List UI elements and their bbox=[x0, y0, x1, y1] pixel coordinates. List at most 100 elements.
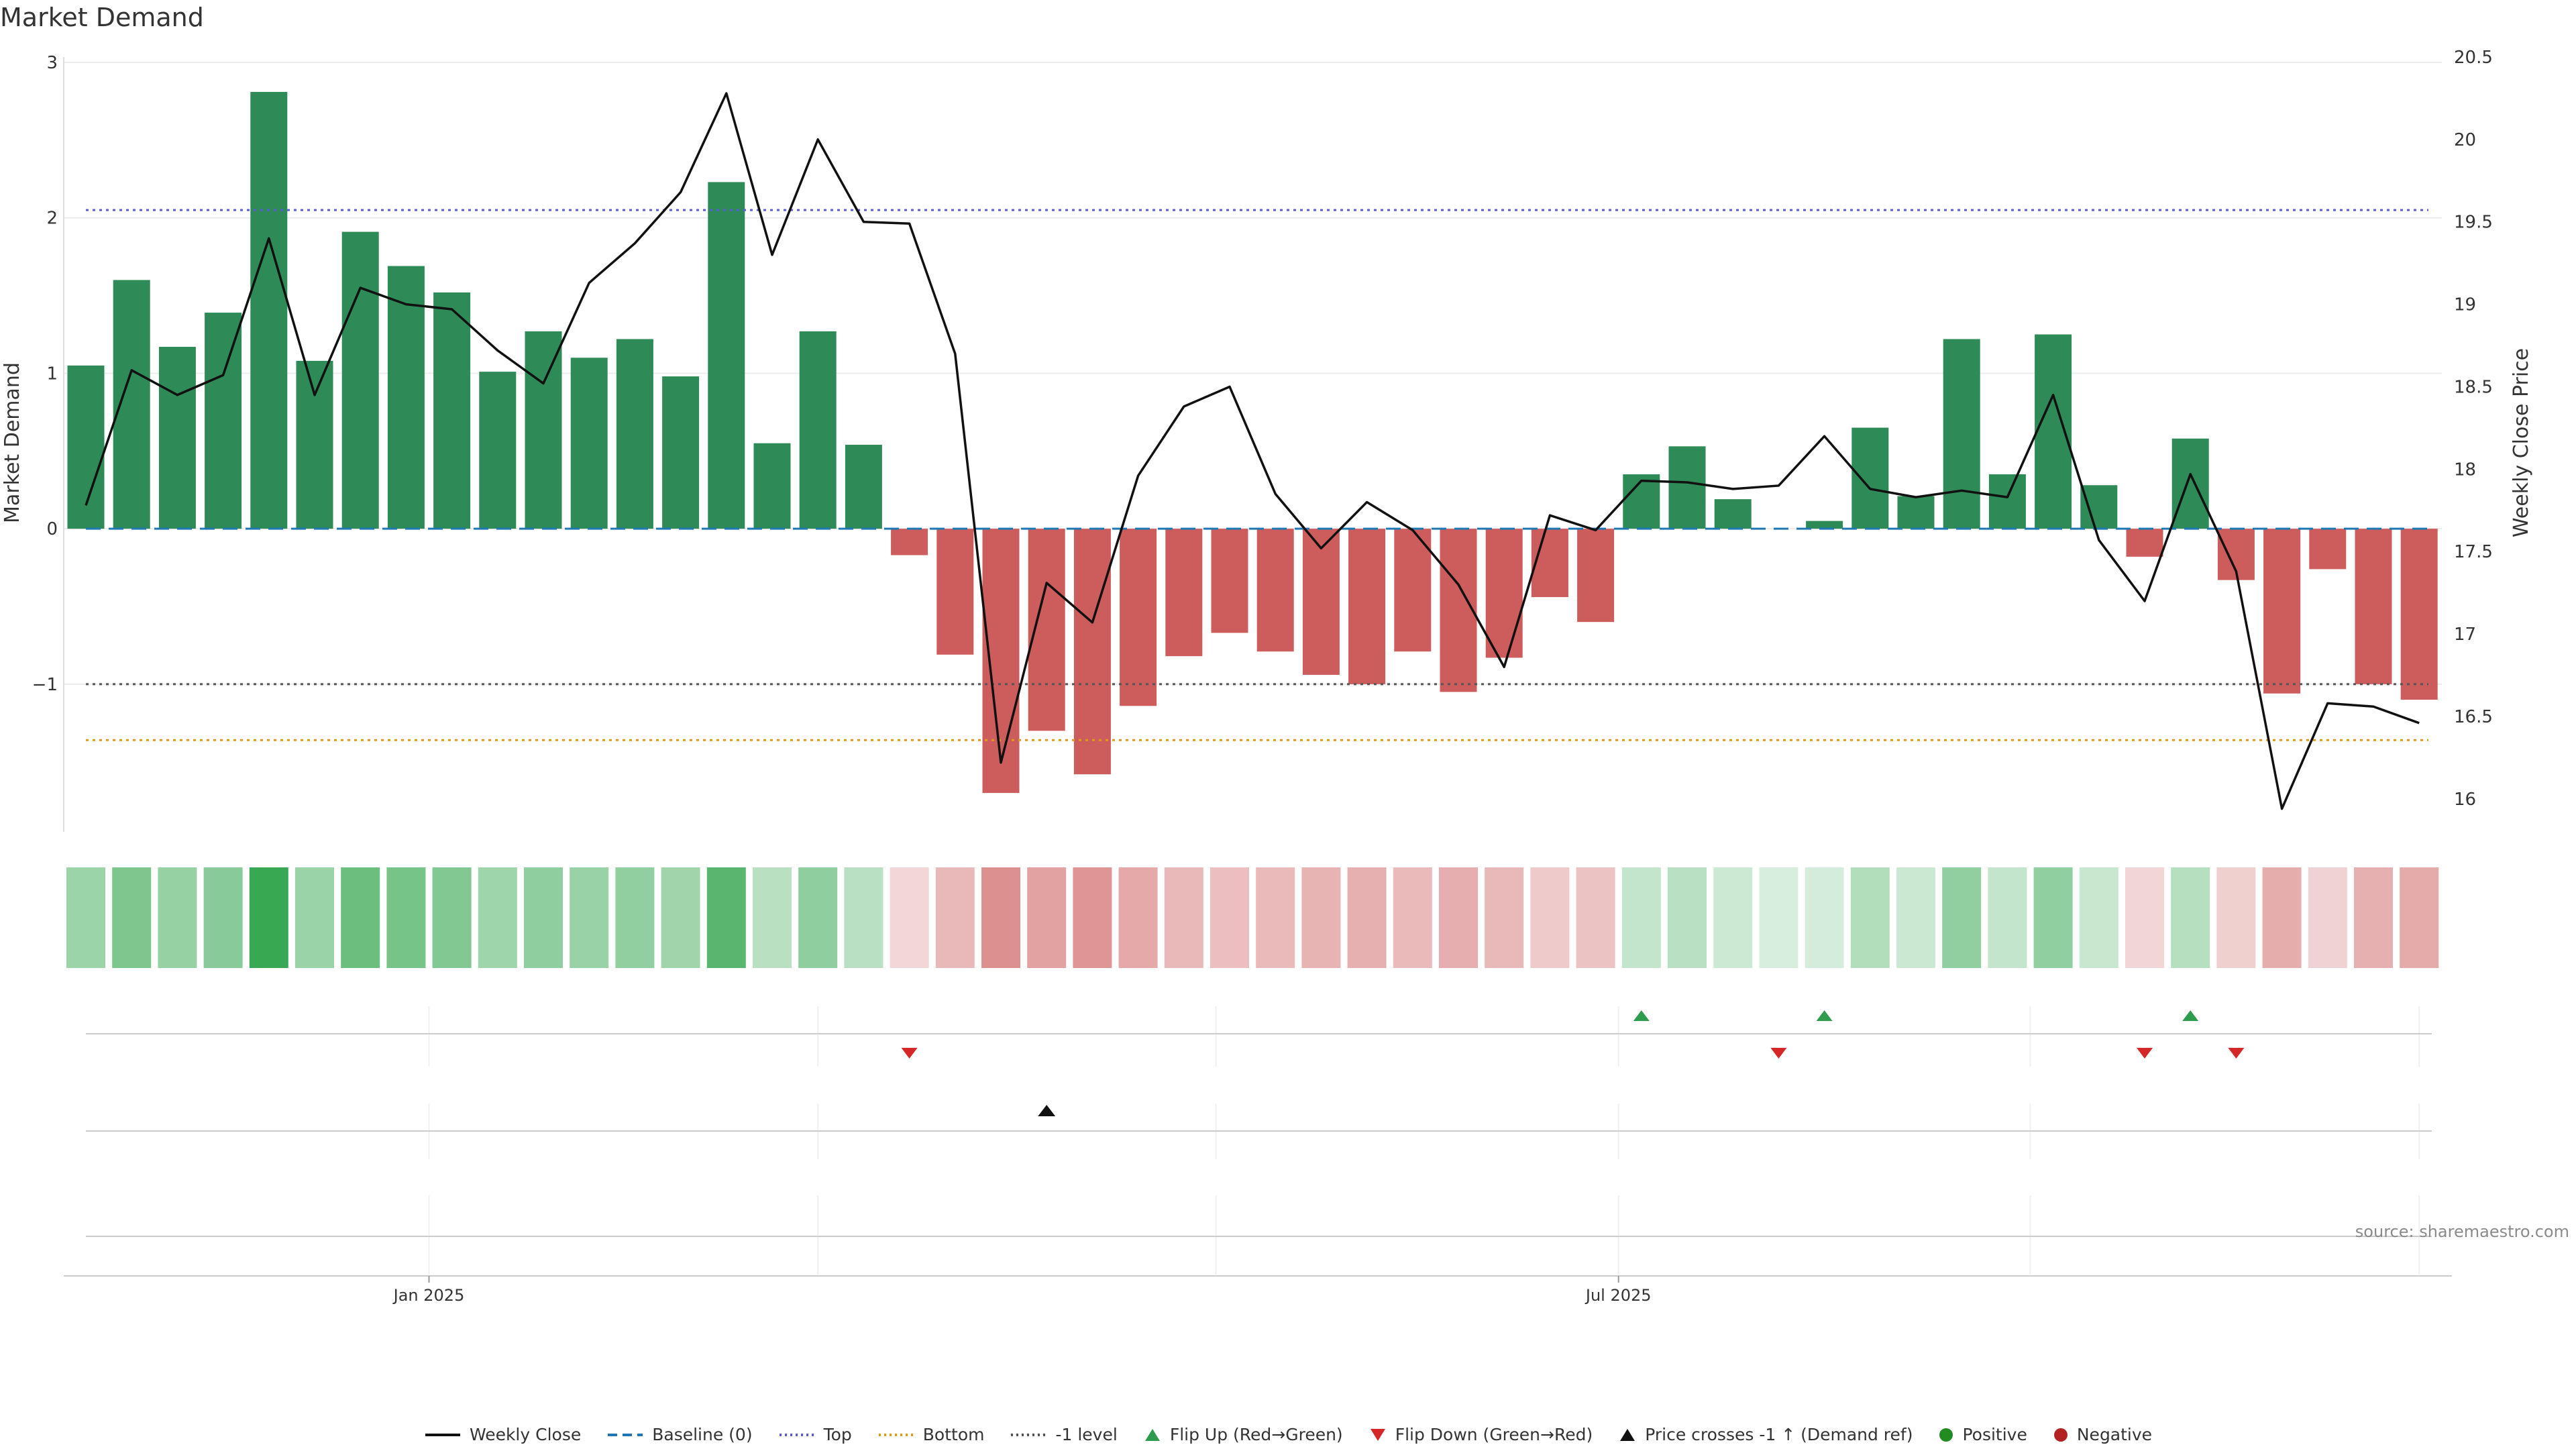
heat-cell bbox=[615, 867, 655, 968]
source-note: source: sharemaestro.com bbox=[2355, 1222, 2569, 1241]
demand-bar-positive bbox=[616, 339, 653, 529]
heat-cell bbox=[2400, 867, 2439, 968]
demand-bar-negative bbox=[2263, 529, 2301, 694]
legend-item-flip-up: Flip Up (Red→Green) bbox=[1143, 1425, 1343, 1444]
heat-cell bbox=[1942, 867, 1982, 968]
demand-bar-positive bbox=[708, 182, 745, 529]
heat-cell bbox=[753, 867, 792, 968]
demand-bar-positive bbox=[479, 372, 517, 529]
legend-label: Flip Down (Green→Red) bbox=[1395, 1425, 1593, 1444]
demand-bar-positive bbox=[387, 266, 425, 529]
legend-item-positive: Positive bbox=[1938, 1425, 2027, 1444]
demand-bar-positive bbox=[1943, 339, 1980, 529]
solid-line-icon bbox=[425, 1433, 460, 1436]
heat-cell bbox=[2125, 867, 2164, 968]
dotted-line-orange-icon bbox=[878, 1433, 914, 1436]
heat-cell bbox=[1027, 867, 1067, 968]
heat-cell bbox=[981, 867, 1020, 968]
legend-label: Flip Up (Red→Green) bbox=[1169, 1425, 1343, 1444]
demand-bar-negative bbox=[891, 529, 928, 555]
heat-cell bbox=[524, 867, 563, 968]
heat-cell bbox=[890, 867, 929, 968]
heat-cell bbox=[1301, 867, 1341, 968]
demand-bar-positive bbox=[1668, 446, 1706, 529]
heat-cell bbox=[203, 867, 243, 968]
demand-bar-negative bbox=[1577, 529, 1615, 623]
demand-bar-positive bbox=[1623, 474, 1660, 529]
heat-cell bbox=[1805, 867, 1844, 968]
legend-label: Bottom bbox=[922, 1425, 985, 1444]
y-tick-label-left: 3 bbox=[46, 53, 58, 73]
heat-cell bbox=[112, 867, 152, 968]
legend-label: Weekly Close bbox=[469, 1425, 582, 1444]
legend-item-baseline: Baseline (0) bbox=[606, 1425, 753, 1444]
heat-cell bbox=[1759, 867, 1799, 968]
heat-cell bbox=[1621, 867, 1661, 968]
y-axis-label-left: Market Demand bbox=[1, 362, 24, 523]
heat-cell bbox=[706, 867, 746, 968]
flip-down-marker bbox=[2137, 1048, 2153, 1059]
chart-title: Market Demand bbox=[0, 3, 204, 32]
demand-bar-negative bbox=[1073, 529, 1111, 775]
heat-cell bbox=[2216, 867, 2256, 968]
demand-bar-positive bbox=[1714, 499, 1752, 529]
demand-bar-positive bbox=[158, 347, 196, 529]
y-tick-label-right: 17.5 bbox=[2454, 542, 2493, 562]
demand-bar-positive bbox=[525, 331, 562, 529]
heat-cell bbox=[1530, 867, 1570, 968]
legend-item-minus-one-level: -1 level bbox=[1010, 1425, 1118, 1444]
y-tick-label-left: 0 bbox=[46, 519, 58, 539]
x-tick-label: Jan 2025 bbox=[392, 1286, 465, 1305]
demand-bar-positive bbox=[570, 358, 608, 529]
legend-label: Price crosses -1 ↑ (Demand ref) bbox=[1645, 1425, 1913, 1444]
heat-cell bbox=[1713, 867, 1753, 968]
demand-bar-negative bbox=[2126, 529, 2163, 557]
y-tick-label-left: −1 bbox=[32, 675, 58, 695]
heat-cell bbox=[1347, 867, 1387, 968]
demand-bar-negative bbox=[1394, 529, 1432, 652]
demand-bar-negative bbox=[2355, 529, 2392, 684]
demand-bar-positive bbox=[753, 443, 791, 529]
y-tick-label-right: 18.5 bbox=[2454, 377, 2493, 397]
heat-cell bbox=[295, 867, 334, 968]
heat-cell bbox=[798, 867, 838, 968]
demand-bar-positive bbox=[67, 365, 105, 529]
y-tick-label-right: 20 bbox=[2454, 130, 2476, 150]
y-axis-label-right: Weekly Close Price bbox=[2510, 348, 2533, 537]
weekly-close-line bbox=[85, 92, 2420, 810]
heat-cell bbox=[386, 867, 426, 968]
y-tick-label-right: 19 bbox=[2454, 295, 2476, 315]
dot-red-icon bbox=[2053, 1428, 2068, 1442]
demand-bar-negative bbox=[1440, 529, 1477, 692]
heat-cell bbox=[1073, 867, 1112, 968]
demand-bar-negative bbox=[1165, 529, 1203, 657]
demand-bar-positive bbox=[2080, 485, 2118, 529]
legend-label: Negative bbox=[2076, 1425, 2153, 1444]
demand-bar-positive bbox=[662, 376, 700, 529]
demand-bar-negative bbox=[1485, 529, 1523, 658]
heat-cell bbox=[66, 867, 105, 968]
dot-green-icon bbox=[1939, 1428, 1953, 1442]
dotted-line-blue-icon bbox=[779, 1433, 814, 1436]
legend-item-negative: Negative bbox=[2053, 1425, 2152, 1444]
demand-bar-positive bbox=[2035, 334, 2072, 529]
demand-bar-positive bbox=[113, 280, 150, 529]
dashed-line-icon bbox=[608, 1433, 643, 1436]
y-tick-label-left: 2 bbox=[46, 209, 58, 229]
heat-cell bbox=[2354, 867, 2393, 968]
heat-cell bbox=[570, 867, 609, 968]
triangle-up-green-icon bbox=[1144, 1428, 1160, 1441]
demand-bar-positive bbox=[1806, 521, 1843, 529]
legend-item-price-cross: Price crosses -1 ↑ (Demand ref) bbox=[1618, 1425, 1913, 1444]
flip-up-marker bbox=[1816, 1010, 1833, 1021]
demand-bar-negative bbox=[1348, 529, 1386, 684]
demand-bar-negative bbox=[1120, 529, 1157, 706]
flip-down-marker bbox=[2228, 1048, 2245, 1059]
demand-bar-positive bbox=[433, 292, 471, 529]
demand-bar-negative bbox=[1211, 529, 1248, 633]
legend-label: Baseline (0) bbox=[652, 1425, 753, 1444]
heat-cell bbox=[661, 867, 700, 968]
heat-cell bbox=[844, 867, 883, 968]
y-tick-label-right: 16 bbox=[2454, 790, 2476, 810]
